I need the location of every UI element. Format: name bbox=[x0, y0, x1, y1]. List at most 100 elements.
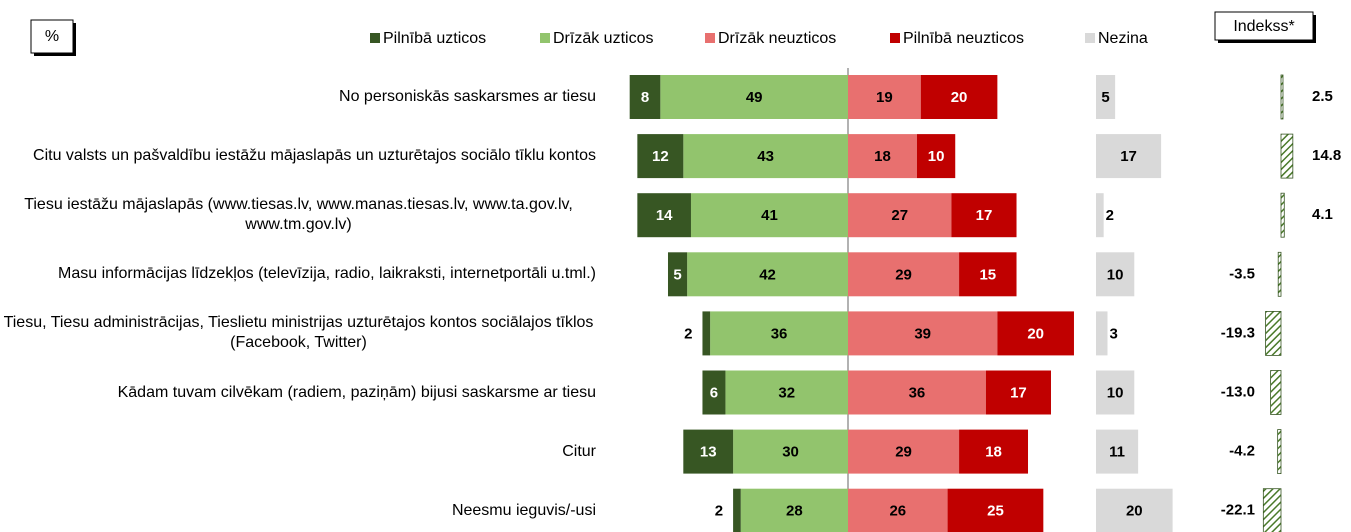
bar-segment bbox=[683, 429, 734, 474]
value-label: 19 bbox=[876, 89, 893, 106]
legend-label: Drīzāk neuzticos bbox=[718, 30, 836, 47]
bar-segment bbox=[848, 370, 986, 415]
index-bar bbox=[1277, 429, 1282, 475]
category-text: Tiesu, Tiesu administrācijas, Tieslietu … bbox=[3, 314, 594, 352]
bar-segment bbox=[710, 311, 848, 356]
category-label: Tiesu iestāžu mājaslapās (www.tiesas.lv,… bbox=[0, 195, 596, 235]
value-label: 42 bbox=[759, 266, 776, 283]
bar-segment bbox=[848, 75, 921, 119]
bar-segment bbox=[687, 252, 848, 297]
value-label: 2 bbox=[684, 325, 692, 342]
bar-segment bbox=[1096, 488, 1173, 532]
category-label: No personiskās saskarsmes ar tiesu bbox=[0, 87, 596, 107]
value-label: 17 bbox=[1120, 148, 1137, 165]
legend-swatch bbox=[705, 33, 715, 43]
index-title: Indekss* bbox=[1233, 18, 1294, 35]
bar-segment bbox=[733, 488, 741, 532]
index-box bbox=[1214, 11, 1314, 41]
index-label: -13.0 bbox=[1221, 383, 1255, 400]
category-text: Neesmu ieguvis/-usi bbox=[451, 501, 596, 519]
value-label: 29 bbox=[895, 266, 912, 283]
bar-segment bbox=[959, 429, 1029, 474]
bar-segment bbox=[637, 193, 691, 238]
value-label: 43 bbox=[757, 148, 774, 165]
value-label: 20 bbox=[1027, 325, 1044, 342]
legend-label: Pilnībā neuzticos bbox=[903, 30, 1024, 47]
index-label: 4.1 bbox=[1312, 206, 1333, 223]
unit-label: % bbox=[45, 28, 59, 45]
bar-segment bbox=[690, 193, 848, 238]
bar-segment bbox=[1096, 252, 1135, 297]
bar-segment bbox=[702, 311, 711, 356]
index-label: 2.5 bbox=[1312, 88, 1333, 105]
bar-segment bbox=[683, 134, 848, 179]
value-label: 28 bbox=[786, 503, 803, 520]
value-label: 32 bbox=[778, 384, 795, 401]
legend-label: Nezina bbox=[1098, 30, 1148, 47]
category-label: Kādam tuvam cilvēkam (radiem, paziņām) b… bbox=[0, 383, 596, 403]
value-label: 12 bbox=[652, 148, 669, 165]
bar-segment bbox=[667, 252, 688, 297]
value-label: 18 bbox=[874, 148, 891, 165]
legend-swatch bbox=[370, 33, 380, 43]
value-label: 18 bbox=[985, 444, 1002, 461]
value-label: 25 bbox=[987, 503, 1004, 520]
index-bar bbox=[1277, 251, 1282, 297]
value-label: 2 bbox=[715, 503, 723, 520]
index-bar bbox=[1280, 133, 1294, 179]
value-label: 27 bbox=[891, 207, 908, 224]
value-label: 49 bbox=[746, 89, 763, 106]
value-label: 6 bbox=[710, 384, 718, 401]
value-label: 2 bbox=[1106, 207, 1114, 224]
bar-segment bbox=[848, 252, 960, 297]
value-label: 30 bbox=[782, 444, 799, 461]
bar-segment bbox=[848, 488, 948, 532]
index-label: -22.1 bbox=[1221, 502, 1255, 519]
value-label: 5 bbox=[673, 266, 681, 283]
index-label: -19.3 bbox=[1221, 324, 1255, 341]
value-label: 36 bbox=[771, 325, 788, 342]
index-label: 14.8 bbox=[1312, 147, 1341, 164]
value-label: 20 bbox=[951, 89, 968, 106]
index-bar bbox=[1265, 310, 1282, 356]
value-label: 17 bbox=[976, 207, 993, 224]
bar-segment bbox=[637, 134, 684, 179]
bar-segment bbox=[848, 193, 952, 238]
legend-swatch bbox=[890, 33, 900, 43]
category-label: Citu valsts un pašvaldību iestāžu mājasl… bbox=[0, 146, 596, 166]
bar-segment bbox=[920, 75, 998, 119]
category-text: Masu informācijas līdzekļos (televīzija,… bbox=[58, 265, 596, 283]
bar-segment bbox=[1096, 75, 1116, 119]
category-text: Tiesu iestāžu mājaslapās (www.tiesas.lv,… bbox=[24, 196, 573, 234]
category-label: Masu informācijas līdzekļos (televīzija,… bbox=[0, 264, 596, 284]
value-label: 10 bbox=[1107, 266, 1124, 283]
legend-swatch bbox=[540, 33, 550, 43]
unit-box bbox=[30, 19, 74, 54]
value-label: 11 bbox=[1109, 444, 1125, 461]
category-label: Citur bbox=[0, 442, 596, 462]
bar-segment bbox=[1096, 429, 1139, 474]
bar-segment bbox=[959, 252, 1017, 297]
category-label: Neesmu ieguvis/-usi bbox=[0, 501, 596, 521]
category-text: Citur bbox=[562, 442, 596, 460]
category-text: No personiskās saskarsmes ar tiesu bbox=[339, 88, 596, 105]
bar-segment bbox=[629, 75, 661, 119]
value-label: 3 bbox=[1109, 325, 1117, 342]
bar-segment bbox=[848, 429, 960, 474]
value-label: 26 bbox=[889, 503, 906, 520]
value-label: 15 bbox=[979, 266, 996, 283]
index-label: -4.2 bbox=[1229, 443, 1255, 460]
value-label: 20 bbox=[1126, 503, 1143, 520]
bar-segment bbox=[740, 488, 848, 532]
bar-segment bbox=[725, 370, 848, 415]
value-label: 13 bbox=[700, 444, 717, 461]
bar-segment bbox=[1096, 134, 1162, 179]
legend-swatch bbox=[1085, 33, 1095, 43]
legend-label: Drīzāk uzticos bbox=[553, 30, 653, 47]
index-label: -3.5 bbox=[1229, 265, 1255, 282]
value-label: 10 bbox=[928, 148, 945, 165]
value-label: 36 bbox=[909, 384, 926, 401]
bar-segment bbox=[733, 429, 848, 474]
value-label: 39 bbox=[914, 325, 931, 342]
